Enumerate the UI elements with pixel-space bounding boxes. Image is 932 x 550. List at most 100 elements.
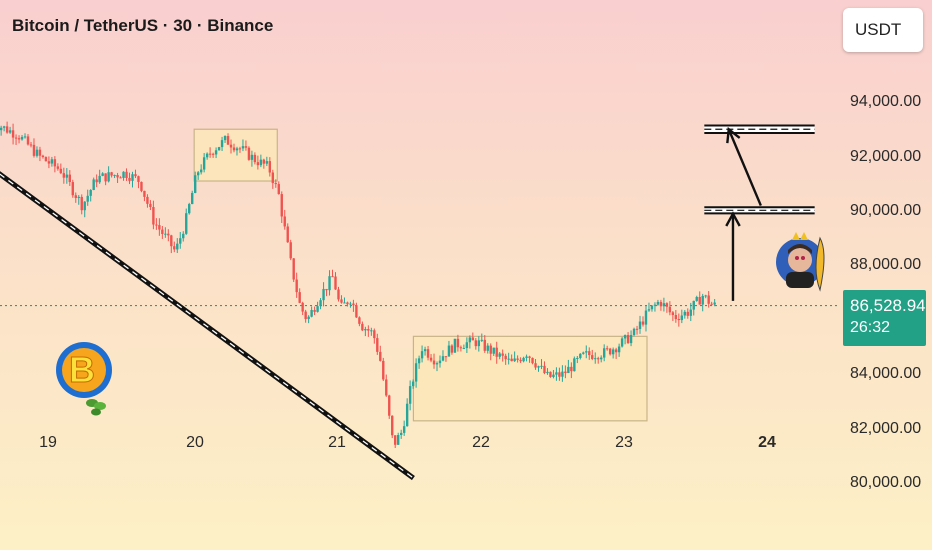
y-tick-label: 80,000.00 bbox=[850, 474, 922, 491]
candle bbox=[161, 226, 164, 239]
candle-body bbox=[423, 349, 427, 352]
candle bbox=[268, 157, 272, 177]
candle-body bbox=[277, 184, 280, 195]
candle bbox=[623, 334, 627, 345]
candle-body bbox=[456, 338, 460, 348]
candle bbox=[199, 164, 203, 175]
candle-body bbox=[211, 153, 215, 155]
candle-body bbox=[602, 348, 606, 358]
candle bbox=[600, 355, 603, 363]
candle-body bbox=[477, 340, 481, 347]
candle-body bbox=[710, 303, 713, 305]
candle bbox=[701, 293, 704, 312]
candle-body bbox=[600, 357, 603, 360]
candle-body bbox=[405, 403, 409, 427]
candle bbox=[104, 173, 107, 186]
candle-body bbox=[620, 338, 624, 347]
candle-body bbox=[564, 371, 567, 374]
candle-body bbox=[504, 355, 507, 360]
candle bbox=[358, 316, 361, 327]
candle-body bbox=[41, 155, 45, 158]
candle-body bbox=[113, 175, 116, 177]
candle-body bbox=[579, 353, 582, 358]
candle bbox=[185, 208, 188, 235]
candle-body bbox=[635, 328, 639, 330]
candle-body bbox=[256, 162, 260, 166]
candle-body bbox=[29, 144, 33, 146]
candle bbox=[337, 286, 340, 302]
candle-body bbox=[86, 195, 89, 202]
candle bbox=[125, 168, 128, 181]
candle bbox=[14, 134, 18, 145]
candle bbox=[47, 156, 51, 169]
candle-body bbox=[229, 144, 233, 148]
candle bbox=[29, 141, 33, 148]
candle-body bbox=[561, 371, 564, 377]
candle bbox=[456, 334, 460, 352]
candle bbox=[122, 171, 125, 181]
x-tick-label: 21 bbox=[328, 434, 346, 451]
candle bbox=[405, 398, 409, 427]
candle-body bbox=[2, 126, 6, 128]
candle bbox=[158, 218, 161, 236]
candle-body bbox=[522, 357, 525, 362]
candle bbox=[641, 316, 645, 327]
candle bbox=[95, 174, 98, 188]
currency-button[interactable]: USDT bbox=[843, 8, 923, 52]
candle-body bbox=[507, 358, 510, 360]
candle-body bbox=[608, 348, 612, 355]
resistance-level bbox=[704, 124, 815, 134]
candle-body bbox=[411, 381, 415, 387]
candle bbox=[698, 291, 701, 305]
candle-body bbox=[337, 289, 340, 300]
candle-body bbox=[686, 311, 689, 316]
x-tick-label: 22 bbox=[472, 434, 490, 451]
candle bbox=[668, 301, 672, 316]
candle bbox=[205, 152, 209, 160]
candle-body bbox=[638, 321, 642, 329]
candle-body bbox=[343, 302, 346, 304]
candle bbox=[647, 302, 651, 312]
candle-body bbox=[199, 169, 203, 173]
candle-body bbox=[540, 365, 543, 367]
candle bbox=[492, 347, 495, 356]
candle bbox=[582, 351, 585, 355]
candle bbox=[626, 332, 630, 344]
candle-body bbox=[238, 148, 242, 150]
candle-body bbox=[701, 295, 704, 305]
candle-body bbox=[310, 309, 313, 317]
candle-body bbox=[92, 179, 95, 191]
candle-body bbox=[391, 415, 394, 436]
candle-body bbox=[483, 339, 486, 351]
candle-body bbox=[23, 136, 27, 138]
candle bbox=[617, 343, 621, 357]
candle bbox=[89, 189, 92, 202]
candle-body bbox=[286, 226, 289, 243]
candle-body bbox=[202, 157, 206, 170]
candle bbox=[489, 343, 492, 361]
candle bbox=[391, 415, 394, 439]
candle-body bbox=[674, 315, 678, 320]
candle-body bbox=[552, 374, 555, 377]
candle-body bbox=[17, 138, 21, 140]
candle-body bbox=[614, 349, 618, 353]
candle bbox=[674, 310, 678, 323]
candle bbox=[301, 301, 304, 315]
candle bbox=[534, 359, 537, 370]
candle-body bbox=[480, 339, 483, 341]
candle-body bbox=[5, 126, 9, 133]
candle bbox=[41, 154, 45, 159]
candle-body bbox=[385, 379, 388, 396]
candle-body bbox=[182, 233, 185, 239]
y-tick-label: 88,000.00 bbox=[850, 256, 922, 273]
candle bbox=[653, 302, 657, 312]
candle-body bbox=[352, 303, 355, 306]
candle bbox=[101, 172, 104, 177]
candle-body bbox=[59, 168, 63, 174]
candle-body bbox=[689, 309, 692, 316]
candle-body bbox=[668, 306, 672, 313]
candle-body bbox=[340, 299, 343, 303]
candle bbox=[662, 297, 666, 312]
candle-body bbox=[438, 360, 442, 364]
